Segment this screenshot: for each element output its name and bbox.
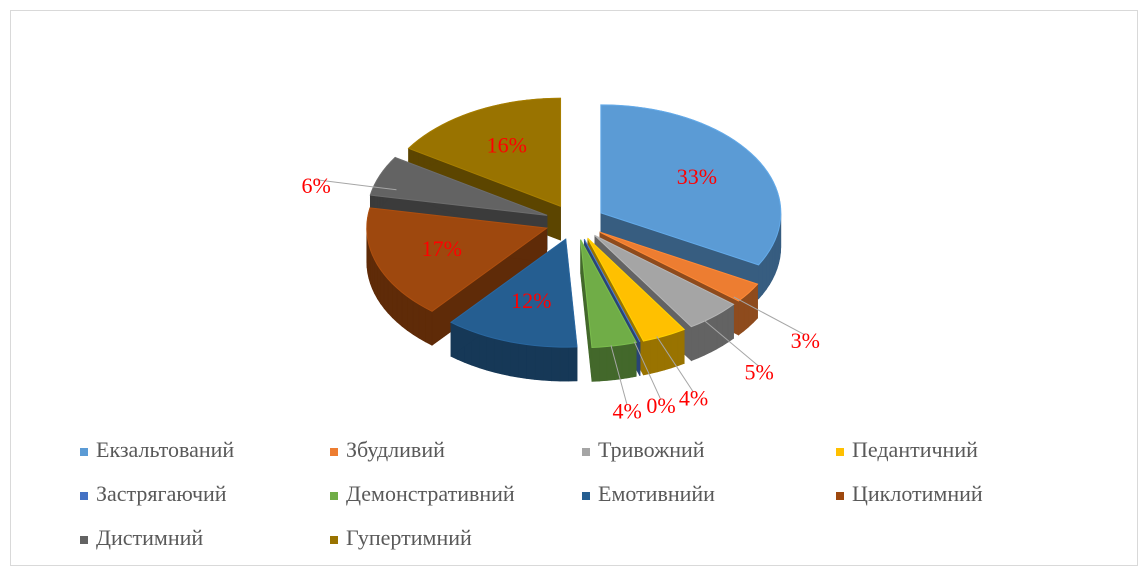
data-label: 16% <box>487 133 527 158</box>
slice-wall <box>769 244 773 286</box>
slice-wall <box>396 287 403 327</box>
legend-label: Циклотимний <box>852 481 983 506</box>
slice <box>583 238 641 343</box>
slice-wall <box>374 258 378 300</box>
legend-label: Екзальтований <box>96 437 234 462</box>
slice-wall <box>772 240 776 280</box>
legend-label: Дистимний <box>96 525 203 550</box>
slice-wall <box>493 337 503 375</box>
slice-wall <box>526 344 536 380</box>
slice-wall <box>606 345 615 381</box>
leader-line <box>633 341 662 401</box>
slice <box>369 156 548 216</box>
leader-line <box>733 296 806 336</box>
slice-wall <box>628 342 637 379</box>
slice-wall <box>412 299 420 339</box>
slice-wall <box>774 234 778 275</box>
slice-wall <box>758 259 763 300</box>
slice-wall <box>478 333 487 371</box>
slice-wall <box>517 342 527 379</box>
slice-wall <box>766 249 770 291</box>
data-label: 4% <box>613 398 642 423</box>
legend-label: Тривожний <box>598 437 705 462</box>
slice-wall <box>380 268 385 310</box>
data-label: 12% <box>511 288 551 313</box>
legend-swatch <box>582 492 590 500</box>
slice-wall <box>377 263 381 305</box>
slice-wall <box>657 335 665 373</box>
legend-swatch <box>80 492 88 500</box>
slice-wall <box>401 291 408 332</box>
slice-wall <box>383 273 389 314</box>
slice-wall <box>599 346 608 382</box>
slice-wall <box>727 303 734 343</box>
slice-wall <box>509 341 519 378</box>
slice-wall <box>650 337 658 374</box>
data-label: 5% <box>744 360 773 385</box>
slice-wall <box>551 346 561 382</box>
slice <box>600 104 782 266</box>
slice-wall <box>710 314 718 353</box>
slice-wall <box>568 346 578 382</box>
leader-line <box>701 318 760 367</box>
data-label: 0% <box>646 393 675 418</box>
slice <box>407 97 562 207</box>
leader-line <box>656 336 694 393</box>
slice-wall <box>501 339 511 377</box>
data-label: 33% <box>677 164 717 189</box>
slice <box>366 207 549 312</box>
data-label: 6% <box>301 173 330 198</box>
legend-label: Гупертимний <box>346 525 472 550</box>
slice-wall <box>372 254 375 294</box>
slice <box>594 235 735 328</box>
slice <box>587 237 686 342</box>
legend-swatch <box>582 448 590 456</box>
leader-line <box>316 179 397 191</box>
data-label: 3% <box>791 328 820 353</box>
legend-label: Педантичний <box>852 437 978 462</box>
legend-swatch <box>836 492 844 500</box>
slice-wall <box>621 343 630 380</box>
slice-wall <box>534 345 544 381</box>
slice-wall <box>591 346 600 382</box>
slice-wall <box>697 320 705 359</box>
legend-swatch <box>836 448 844 456</box>
legend-label: Збудливий <box>346 437 445 462</box>
slice-wall <box>664 333 672 371</box>
legend-swatch <box>80 448 88 456</box>
slice-wall <box>425 307 433 346</box>
legend-swatch <box>330 448 338 456</box>
slice-wall <box>387 278 393 319</box>
slice-wall <box>542 345 552 382</box>
data-label: 4% <box>679 385 708 410</box>
chart-border <box>10 10 1138 566</box>
leader-line <box>610 345 628 406</box>
slice-wall <box>690 323 699 362</box>
slice-wall <box>743 292 749 332</box>
slice-wall <box>677 329 685 367</box>
legend-swatch <box>80 536 88 544</box>
legend-label: Емотивнийи <box>598 481 715 506</box>
slice-wall <box>392 282 398 323</box>
legend-label: Застрягаючий <box>96 481 227 506</box>
slice <box>599 231 759 302</box>
slice-wall <box>559 346 569 382</box>
legend-swatch <box>330 492 338 500</box>
slice-wall <box>486 335 495 373</box>
slice-wall <box>418 303 426 343</box>
slice-wall <box>762 254 767 296</box>
slice-wall <box>716 311 723 350</box>
slice-wall <box>738 296 745 336</box>
legend-label: Демонстративний <box>346 481 515 506</box>
slice <box>580 239 638 348</box>
slice-wall <box>748 287 754 328</box>
slice-wall <box>407 295 414 336</box>
slice-wall <box>752 283 758 324</box>
slice <box>450 238 578 348</box>
data-label: 17% <box>422 236 462 261</box>
legend-swatch <box>330 536 338 544</box>
